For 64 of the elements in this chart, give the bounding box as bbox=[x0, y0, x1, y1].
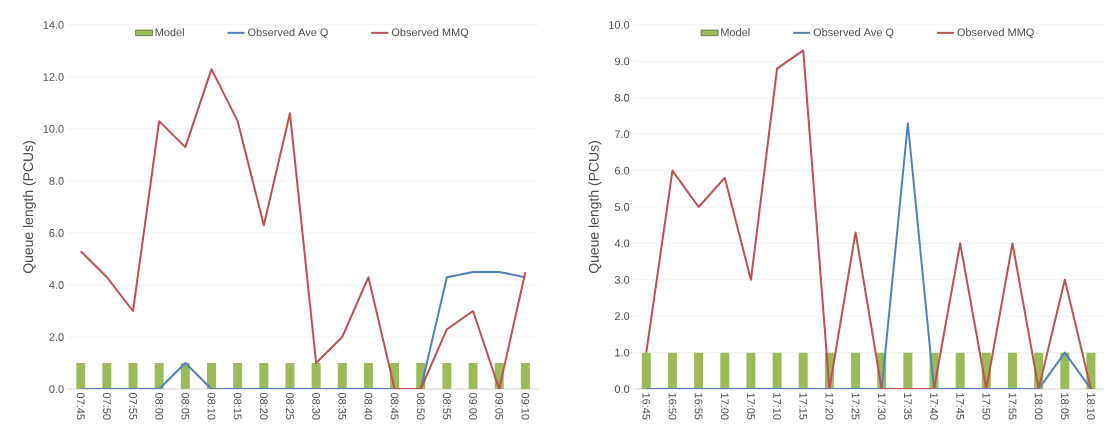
x-tick-label: 08:20 bbox=[259, 393, 268, 420]
x-tick-label: 09:00 bbox=[469, 393, 477, 420]
legend-label: Observed Ave Q bbox=[248, 28, 328, 39]
x-tick-label: 08:00 bbox=[155, 393, 164, 420]
y-tick-label: 3.0 bbox=[614, 275, 630, 284]
y-tick-label: 14.0 bbox=[43, 21, 64, 29]
x-tick-label: 17:25 bbox=[851, 393, 860, 420]
legend-label: Observed MMQ bbox=[391, 28, 469, 39]
y-tick-label: 0.0 bbox=[614, 385, 630, 393]
x-tick-label: 07:55 bbox=[129, 393, 137, 420]
x-tick-label: 08:55 bbox=[443, 393, 451, 420]
x-tick-label: 07:50 bbox=[102, 393, 111, 420]
x-tick-label: 08:40 bbox=[364, 393, 373, 420]
x-tick-label: 08:15 bbox=[233, 393, 242, 420]
x-tick-label: 17:45 bbox=[956, 393, 964, 420]
y-tick-label: 2.0 bbox=[49, 333, 64, 341]
x-tick-label: 08:05 bbox=[181, 393, 190, 420]
x-tick-label: 17:20 bbox=[825, 393, 834, 420]
x-tick-label: 17:50 bbox=[982, 393, 991, 420]
y-tick-label: 6.0 bbox=[615, 166, 630, 175]
line-series bbox=[79, 68, 527, 390]
y-tick-label: 8.0 bbox=[49, 177, 64, 185]
x-tick-label: 08:30 bbox=[312, 393, 320, 420]
y-tick-label: 0.0 bbox=[49, 385, 64, 393]
y-tick-label: 10.0 bbox=[609, 21, 630, 29]
x-tick-label: 17:30 bbox=[877, 393, 886, 420]
x-tick-label: 16:55 bbox=[694, 393, 703, 420]
legend-label: Model bbox=[155, 28, 184, 37]
x-tick-label: 18:10 bbox=[1087, 393, 1095, 420]
x-tick-label: 17:15 bbox=[799, 393, 808, 420]
legend-label: Observed Ave Q bbox=[813, 28, 894, 39]
x-tick-label: 16:45 bbox=[642, 393, 651, 420]
y-tick-label: 4.0 bbox=[49, 281, 64, 289]
x-tick-label: 17:10 bbox=[773, 393, 781, 420]
x-tick-label: 17:00 bbox=[720, 393, 729, 420]
y-tick-label: 8.0 bbox=[614, 93, 630, 102]
y-tick-label: 9.0 bbox=[614, 57, 630, 66]
y-tick-label: 1.0 bbox=[615, 348, 630, 357]
y-axis-title: Queue length (PCUs) bbox=[22, 141, 36, 274]
x-tick-label: 08:45 bbox=[390, 393, 399, 420]
y-tick-label: 4.0 bbox=[614, 239, 630, 248]
x-tick-label: 17:35 bbox=[903, 393, 912, 420]
x-tick-label: 17:55 bbox=[1008, 393, 1017, 420]
x-tick-label: 17:40 bbox=[930, 393, 938, 420]
x-tick-label: 09:05 bbox=[495, 393, 504, 420]
y-tick-label: 2.0 bbox=[614, 312, 630, 321]
legend-label: Model bbox=[721, 28, 750, 37]
x-tick-label: 08:50 bbox=[416, 393, 425, 420]
y-tick-label: 12.0 bbox=[43, 73, 64, 81]
x-tick-label: 08:25 bbox=[286, 393, 294, 420]
y-tick-label: 5.0 bbox=[614, 203, 630, 211]
y-tick-label: 6.0 bbox=[49, 229, 64, 237]
x-tick-label: 09:10 bbox=[521, 393, 530, 420]
y-tick-label: 10.0 bbox=[43, 125, 64, 133]
x-tick-label: 18:05 bbox=[1060, 393, 1069, 420]
x-tick-label: 18:00 bbox=[1034, 393, 1043, 420]
y-axis-title: Queue length (PCUs) bbox=[588, 141, 602, 274]
x-tick-label: 16:50 bbox=[668, 393, 677, 420]
x-tick-label: 07:45 bbox=[76, 393, 85, 420]
y-tick-label: 7.0 bbox=[615, 130, 630, 139]
x-tick-label: 08:35 bbox=[338, 393, 347, 420]
x-tick-label: 08:10 bbox=[207, 393, 216, 420]
legend-label: Observed MMQ bbox=[957, 28, 1034, 39]
x-tick-label: 17:05 bbox=[747, 393, 755, 420]
